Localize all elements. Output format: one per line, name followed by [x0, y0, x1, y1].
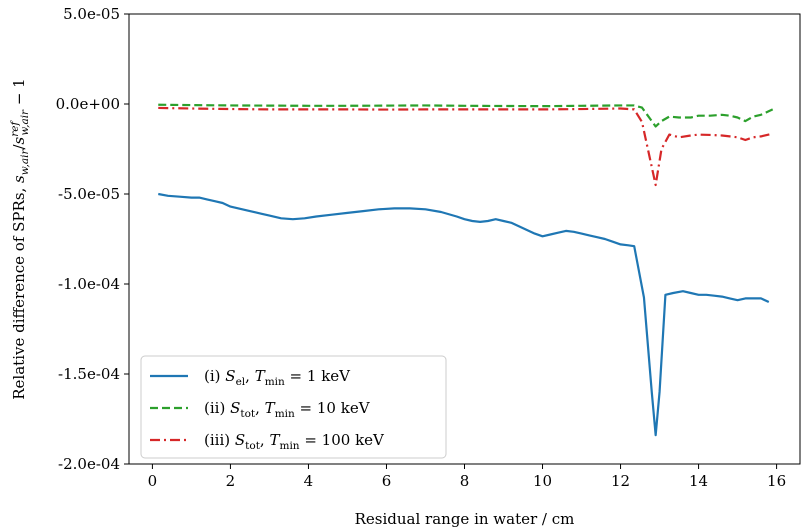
y-axis-title-num-symbol: s [10, 175, 28, 183]
y-tick-label: -5.0e-05 [58, 185, 120, 203]
y-tick-label: -1.5e-04 [58, 365, 120, 383]
legend-label-2: (ii) Stot, Tmin = 10 keV [204, 399, 371, 420]
x-tick-label: 16 [767, 472, 786, 490]
series-line-2 [158, 103, 774, 128]
y-axis-title-den-symbol: s [10, 136, 28, 144]
y-axis-title-num-subscript: w,air [19, 149, 31, 176]
x-axis-title: Residual range in water / cm [355, 510, 575, 528]
x-tick-label: 14 [689, 472, 708, 490]
y-axis-title-prefix: Relative difference of SPRs, [10, 183, 28, 400]
legend-label-3: (iii) Stot, Tmin = 100 keV [204, 431, 385, 452]
series-line-1 [158, 192, 770, 437]
x-tick-label: 0 [148, 472, 158, 490]
y-axis-title-slash: / [10, 144, 28, 150]
y-axis-title: Relative difference of SPRs, sw,air/sref… [9, 78, 31, 399]
y-tick-label: -2.0e-04 [58, 455, 120, 473]
x-tick-label: 6 [382, 472, 392, 490]
x-tick-label: 8 [460, 472, 470, 490]
y-axis-title-den-superscript: ref [9, 120, 21, 137]
x-tick-label: 4 [304, 472, 314, 490]
legend-box [140, 355, 447, 459]
y-tick-label: -1.0e-04 [58, 275, 120, 293]
legend: (i) Sel, Tmin = 1 keV (ii) Stot, Tmin = 1… [140, 355, 447, 459]
y-axis-title-suffix: − 1 [10, 78, 28, 110]
ticks-layer: 0 2 4 6 8 10 12 14 16 5.0e-05 0.0e+00 -5.0e-05 -1.0e… [56, 5, 787, 490]
legend-label-1: (i) Sel, Tmin = 1 keV [204, 367, 351, 388]
series-layer [158, 103, 774, 437]
y-tick-label: 0.0e+00 [56, 95, 120, 113]
x-tick-label: 2 [226, 472, 236, 490]
y-axis-title-den-subscript: w,air [19, 109, 31, 136]
x-tick-label: 10 [533, 472, 552, 490]
x-tick-label: 12 [611, 472, 630, 490]
y-tick-label: 5.0e-05 [63, 5, 120, 23]
series-line-3 [158, 106, 773, 187]
